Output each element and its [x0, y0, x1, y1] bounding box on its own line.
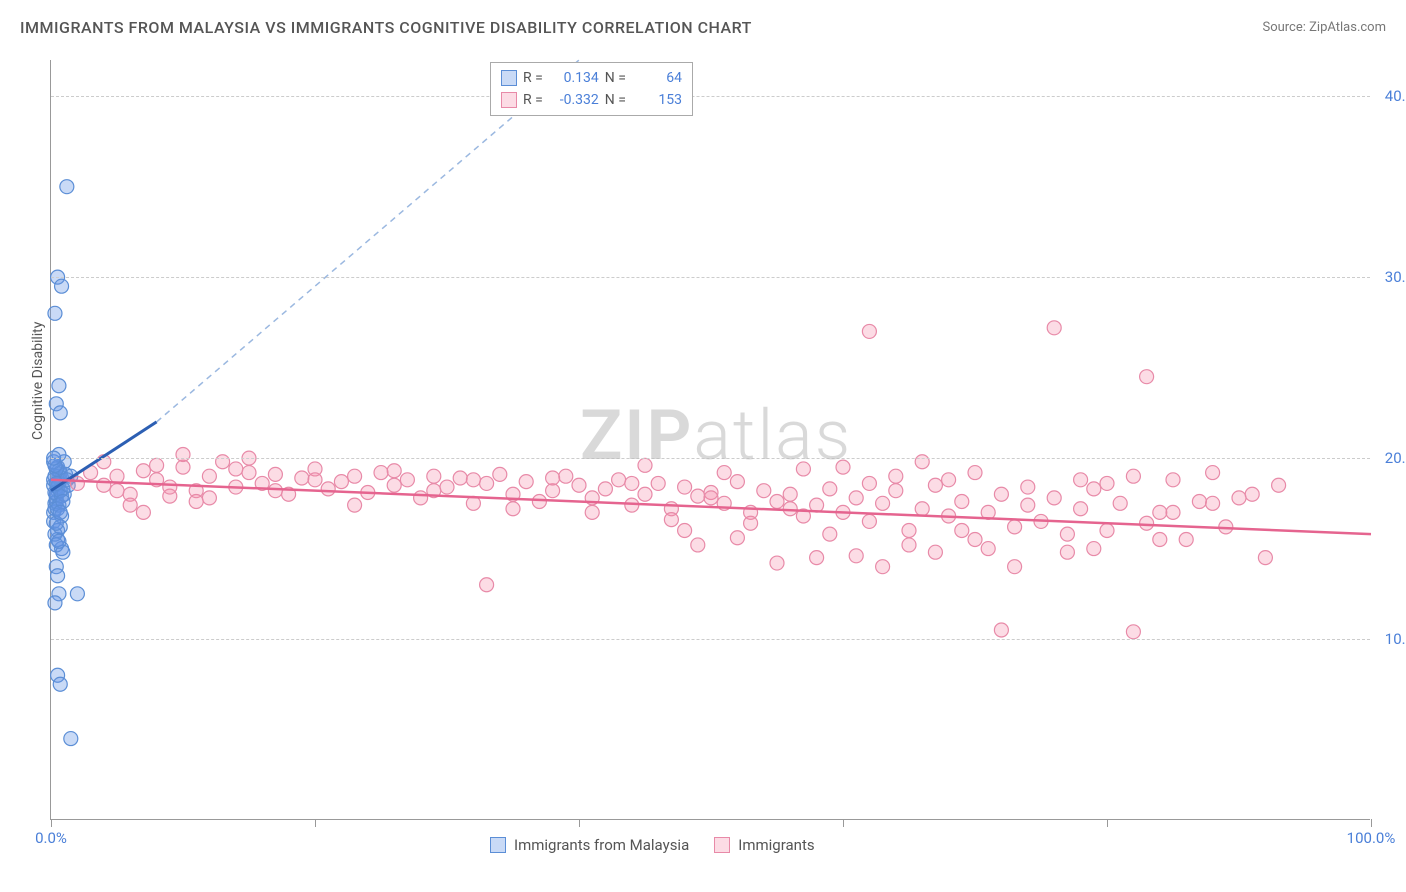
- n-value-immigrants: 153: [632, 89, 682, 111]
- chart-svg: [51, 60, 1370, 819]
- series-name-malaysia: Immigrants from Malaysia: [514, 836, 689, 854]
- legend-item-malaysia: Immigrants from Malaysia: [490, 836, 689, 854]
- y-axis-label: Cognitive Disability: [30, 322, 46, 440]
- swatch-pink: [714, 837, 730, 853]
- r-value-immigrants: -0.332: [549, 89, 599, 111]
- chart-container: IMMIGRANTS FROM MALAYSIA VS IMMIGRANTS C…: [0, 0, 1406, 892]
- n-label: N =: [605, 67, 626, 89]
- swatch-blue: [501, 70, 517, 86]
- n-label: N =: [605, 89, 626, 111]
- swatch-blue: [490, 837, 506, 853]
- swatch-pink: [501, 92, 517, 108]
- legend-item-immigrants: Immigrants: [714, 836, 814, 854]
- legend-row-malaysia: R = 0.134 N = 64: [501, 67, 682, 89]
- r-label: R =: [523, 67, 543, 89]
- series-legend: Immigrants from Malaysia Immigrants: [490, 836, 815, 854]
- chart-title: IMMIGRANTS FROM MALAYSIA VS IMMIGRANTS C…: [20, 18, 752, 37]
- n-value-malaysia: 64: [632, 67, 682, 89]
- r-value-malaysia: 0.134: [549, 67, 599, 89]
- series-name-immigrants: Immigrants: [738, 836, 814, 854]
- source-attribution: Source: ZipAtlas.com: [1262, 20, 1386, 35]
- legend-row-immigrants: R = -0.332 N = 153: [501, 89, 682, 111]
- correlation-legend: R = 0.134 N = 64 R = -0.332 N = 153: [490, 62, 693, 116]
- plot-area: 10.0%20.0%30.0%40.0%0.0%100.0%: [50, 60, 1370, 820]
- r-label: R =: [523, 89, 543, 111]
